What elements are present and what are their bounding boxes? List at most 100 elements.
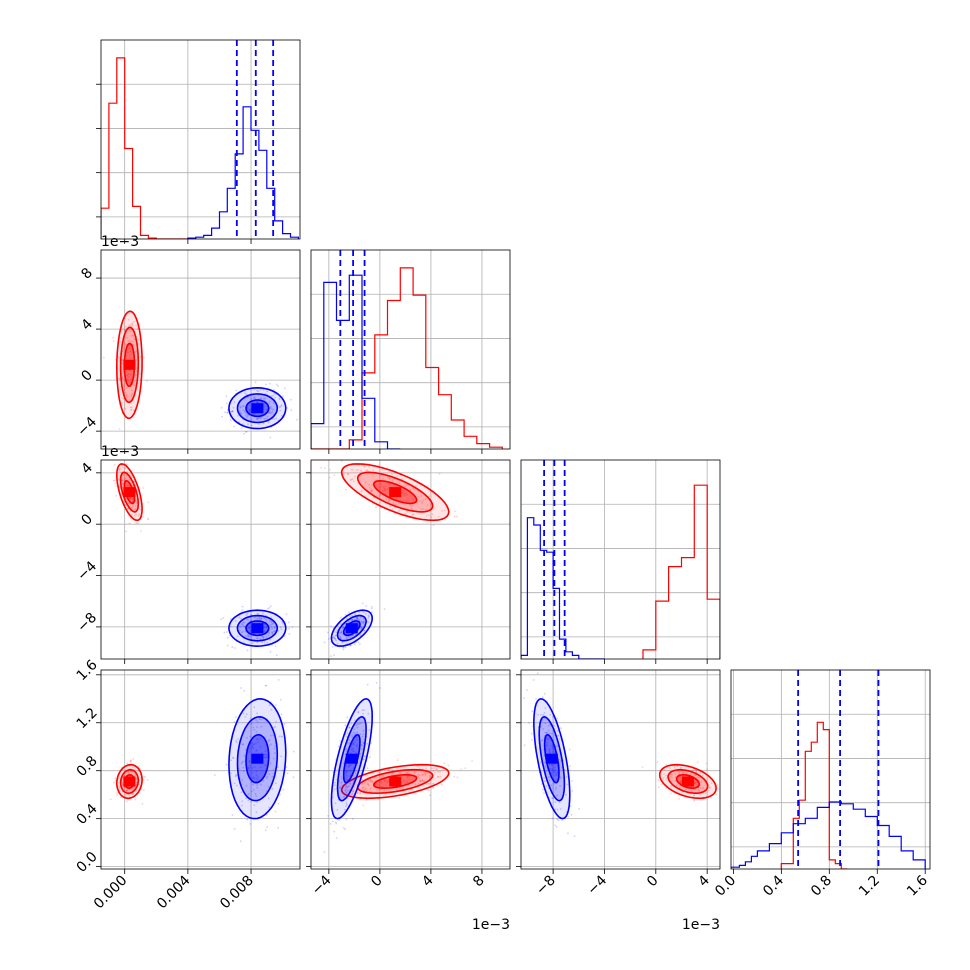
sample-point: [568, 765, 571, 767]
sample-point: [413, 771, 416, 773]
sample-point: [350, 752, 353, 754]
sample-point: [669, 767, 671, 770]
sample-point: [126, 377, 129, 380]
contour-blue: [336, 614, 367, 642]
sample-point: [268, 739, 271, 741]
sample-point: [348, 726, 351, 729]
sample-point: [268, 621, 271, 624]
sample-point: [266, 775, 269, 778]
sample-point: [274, 396, 276, 399]
sample-point: [346, 785, 348, 788]
sample-point: [284, 387, 286, 390]
sample-point: [555, 773, 557, 776]
sample-point: [229, 618, 232, 620]
sample-point: [402, 491, 404, 494]
sample-point: [271, 410, 274, 413]
sample-point: [334, 821, 337, 824]
sample-point: [267, 797, 270, 800]
sample-point: [250, 800, 253, 803]
sample-point: [349, 769, 352, 772]
sample-point: [422, 499, 424, 501]
sample-point: [270, 623, 273, 626]
sample-point: [392, 501, 395, 504]
sample-point: [717, 787, 719, 790]
sample-point: [362, 620, 365, 623]
sample-point: [342, 648, 345, 651]
sample-point: [134, 376, 136, 379]
sample-point: [250, 398, 253, 400]
sample-point: [130, 408, 133, 411]
sample-point: [342, 646, 345, 649]
sample-point: [127, 502, 130, 505]
sample-point: [344, 784, 347, 786]
sample-point: [412, 504, 415, 507]
x-tick-label: 1.6: [904, 872, 931, 899]
sample-point: [132, 766, 134, 769]
sample-point: [255, 731, 258, 733]
sample-point: [698, 790, 701, 792]
density-peak-red: [123, 487, 136, 498]
sample-point: [410, 507, 413, 509]
sample-point: [245, 414, 248, 417]
sample-point: [135, 350, 138, 353]
sample-point: [134, 798, 137, 801]
sample-point: [379, 486, 382, 489]
sample-point: [130, 406, 133, 409]
sample-point: [251, 742, 254, 744]
y-tick-label: 0: [78, 367, 96, 385]
sample-point: [370, 780, 372, 782]
sample-point: [662, 778, 664, 781]
sample-point: [351, 793, 353, 796]
sample-point: [400, 477, 403, 480]
histogram-blue-2: [521, 517, 605, 659]
sample-point: [129, 497, 132, 500]
sample-point: [443, 762, 446, 765]
sample-point: [241, 778, 243, 781]
sample-point: [296, 418, 298, 421]
sample-point: [366, 783, 369, 785]
contour-blue: [236, 614, 279, 642]
sample-point: [360, 626, 362, 628]
sample-point: [266, 415, 269, 418]
sample-point: [360, 620, 363, 622]
sample-point: [280, 404, 283, 406]
sample-point: [225, 395, 228, 397]
sample-point: [381, 477, 384, 480]
sample-point: [109, 798, 112, 801]
density-peak-red: [123, 776, 136, 787]
sample-point: [432, 524, 435, 527]
sample-point: [567, 832, 569, 835]
sample-point: [550, 784, 553, 787]
y-tick-label: −4: [74, 414, 100, 440]
sample-point: [132, 758, 135, 760]
sample-point: [350, 764, 353, 767]
sample-point: [391, 473, 393, 475]
sample-point: [431, 513, 434, 516]
panel-content: [523, 672, 720, 837]
sample-point: [136, 501, 138, 504]
sample-point: [349, 782, 351, 785]
sample-point: [536, 672, 539, 675]
sample-point: [238, 629, 241, 632]
sample-point: [386, 780, 389, 783]
sample-point: [256, 389, 258, 392]
sample-point: [399, 788, 401, 790]
sample-point: [255, 738, 258, 741]
sample-point: [275, 417, 278, 420]
sample-point: [388, 477, 391, 480]
sample-point: [543, 692, 546, 695]
sample-point: [129, 348, 132, 351]
sample-point: [251, 722, 253, 725]
sample-point: [114, 779, 117, 782]
sample-point: [233, 721, 236, 724]
sample-point: [371, 489, 374, 492]
sample-point: [268, 402, 271, 405]
sample-point: [129, 373, 132, 376]
sample-point: [129, 770, 132, 772]
sample-point: [333, 474, 336, 477]
sample-point: [693, 798, 696, 801]
sample-point: [122, 466, 124, 469]
sample-point: [557, 819, 560, 822]
sample-point: [230, 410, 233, 413]
sample-point: [346, 716, 349, 718]
